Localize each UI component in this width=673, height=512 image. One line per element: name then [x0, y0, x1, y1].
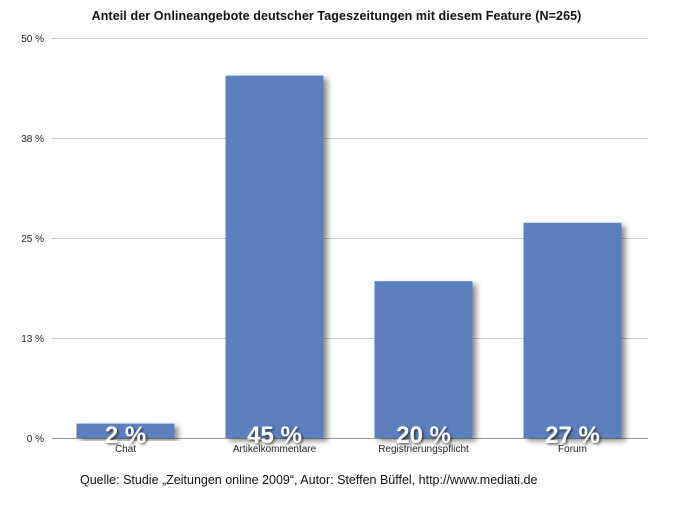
x-tick-label: Forum	[558, 444, 587, 455]
data-label: 2 %	[105, 422, 146, 449]
bar	[76, 423, 175, 438]
y-tick-label: 13 %	[21, 334, 44, 345]
chart-title: Anteil der Onlineangebote deutscher Tage…	[91, 9, 582, 23]
bar	[523, 222, 622, 438]
y-tick-label: 25 %	[21, 234, 44, 245]
x-tick-label: Artikelkommentare	[233, 444, 317, 455]
y-tick-label: 38 %	[21, 134, 44, 145]
y-tick-label: 0 %	[27, 434, 44, 445]
data-label: 27 %	[545, 422, 600, 449]
y-axis: 0 % 13 % 25 % 38 % 50 %	[21, 34, 44, 445]
data-label: 45 %	[247, 422, 302, 449]
x-tick-label: Chat	[115, 444, 136, 455]
bar	[225, 75, 324, 438]
y-tick-label: 50 %	[21, 34, 44, 45]
data-labels: 2 % 45 % 20 % 27 %	[105, 422, 600, 449]
x-axis: Chat Artikelkommentare Registrierungspflic…	[115, 444, 587, 455]
source-note: Quelle: Studie „Zeitungen online 2009“, …	[80, 473, 538, 487]
data-label: 20 %	[396, 422, 451, 449]
x-tick-label: Registrierungspflicht	[378, 444, 469, 455]
bars	[76, 75, 622, 438]
bar	[374, 281, 473, 438]
